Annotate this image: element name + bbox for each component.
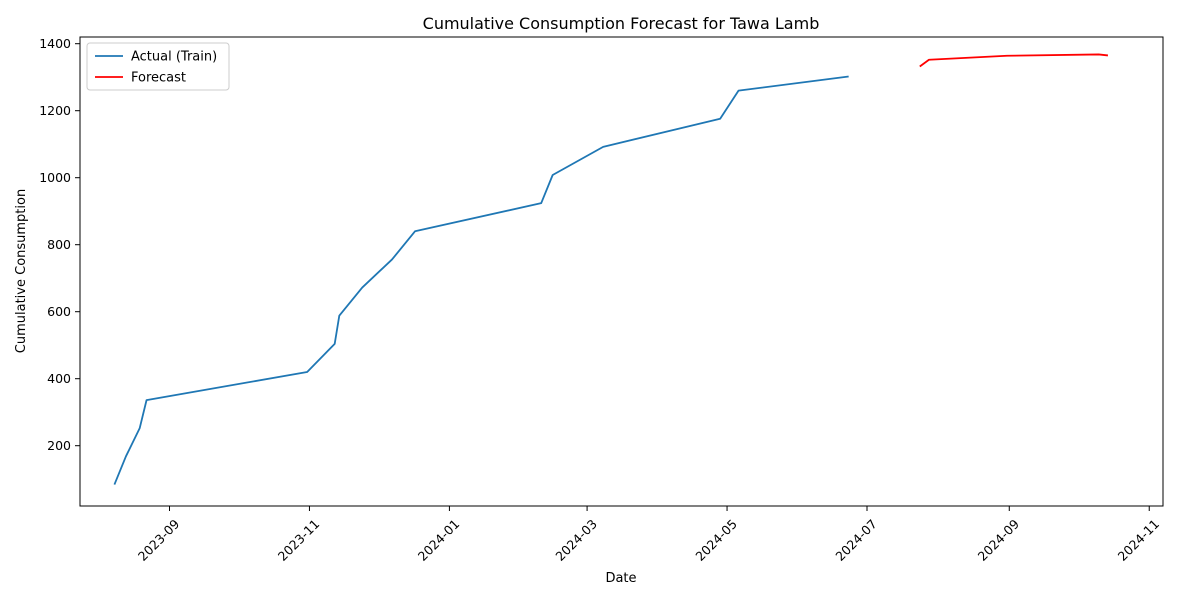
legend-box [86, 42, 230, 91]
x-tick-label: 2024-01 [415, 516, 463, 564]
x-axis: 2023-09 2023-11 2024-01 2024-03 2024-05 2024-… [135, 506, 1162, 564]
x-axis-label: Date [605, 571, 636, 586]
y-tick-label: 400 [47, 371, 71, 386]
y-tick-label: 1000 [39, 170, 71, 185]
x-tick-label: 2024-03 [552, 516, 600, 564]
plot-area [113, 53, 1109, 485]
plot-frame [79, 36, 1164, 507]
x-tick-label: 2023-09 [135, 516, 183, 564]
x-tick-label: 2023-11 [275, 516, 323, 564]
y-tick-label: 1200 [39, 103, 71, 118]
legend-label-actual: Actual (Train) [131, 50, 217, 65]
x-tick-label: 2024-05 [692, 516, 740, 564]
y-axis-label: Cumulative Consumption [14, 189, 29, 353]
y-tick-label: 1400 [39, 36, 71, 51]
x-tick-label: 2024-09 [975, 516, 1023, 564]
series-line-0 [113, 75, 849, 485]
chart-title: Cumulative Consumption Forecast for Tawa… [423, 14, 820, 33]
legend: Actual (Train) Forecast [86, 42, 230, 91]
x-tick-label: 2024-11 [1115, 516, 1163, 564]
y-tick-label: 800 [47, 237, 71, 252]
series-line-1 [919, 53, 1109, 68]
y-axis: 200 400 600 800 1000 1200 1400 [39, 36, 80, 453]
y-tick-label: 600 [47, 304, 71, 319]
y-tick-label: 200 [47, 438, 71, 453]
legend-label-forecast: Forecast [131, 71, 186, 86]
x-tick-label: 2024-07 [832, 516, 880, 564]
